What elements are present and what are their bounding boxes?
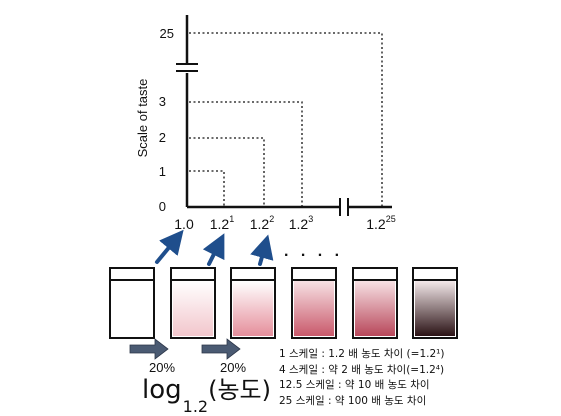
x-tick-label: 1.23 <box>289 214 313 232</box>
legend-item: 1 스케일 : 1.2 배 농도 차이 (=1.2¹) <box>279 348 445 360</box>
y-tick-label: 1 <box>159 164 166 179</box>
mapping-arrows <box>155 229 274 266</box>
beaker <box>412 267 458 339</box>
y-tick-label: 0 <box>159 199 166 214</box>
dilution-step-label: 20% <box>220 360 246 375</box>
formula-base: 1.2 <box>182 397 209 416</box>
formula-log: log <box>142 375 182 405</box>
dilution-step-label: 20% <box>149 360 175 375</box>
x-tick-label: 1.0 <box>174 216 194 232</box>
arrow-up-icon <box>155 229 184 264</box>
y-axis-label: Scale of taste <box>135 79 150 158</box>
arrow-right-icon <box>201 338 241 360</box>
x-tick-label: 1.22 <box>250 214 274 232</box>
guide-line-25 <box>189 32 383 207</box>
dilution-arrows <box>129 338 241 360</box>
ellipsis-dots: . . . . <box>284 243 343 260</box>
arrow-right-icon <box>129 338 169 360</box>
x-ticks: 1.0 1.21 1.22 1.23 1.225 <box>174 214 395 232</box>
beakers <box>109 267 458 339</box>
legend-item: 25 스케일 : 약 100 배 농도 차이 <box>279 394 427 407</box>
guide-line-2 <box>189 137 265 207</box>
formula-argument: (농도) <box>208 376 271 404</box>
y-tick-label: 3 <box>159 94 166 109</box>
axes <box>176 15 392 216</box>
x-tick-label: 1.21 <box>210 214 234 232</box>
legend-item: 12.5 스케일 : 약 10 배 농도 차이 <box>279 379 430 391</box>
guide-line-3 <box>189 101 303 207</box>
beaker <box>291 267 337 339</box>
arrow-up-icon <box>202 233 225 266</box>
y-tick-label: 2 <box>159 130 166 145</box>
beaker <box>230 267 276 339</box>
legend-item: 4 스케일 : 약 2 배 농도 차이(=1.2⁴) <box>279 363 445 376</box>
beaker <box>109 267 155 339</box>
guide-lines <box>189 32 383 207</box>
y-ticks: 0 1 2 3 25 <box>159 26 174 214</box>
scale-legend: 1 스케일 : 1.2 배 농도 차이 (=1.2¹) 4 스케일 : 약 2 … <box>279 347 444 409</box>
x-tick-label: 1.225 <box>366 214 395 232</box>
beaker <box>352 267 398 339</box>
arrow-up-icon <box>250 234 274 266</box>
guide-line-1 <box>189 170 225 207</box>
y-tick-label: 25 <box>160 26 174 41</box>
beaker <box>170 267 216 339</box>
log-formula: log1.2(농도) <box>142 370 271 416</box>
